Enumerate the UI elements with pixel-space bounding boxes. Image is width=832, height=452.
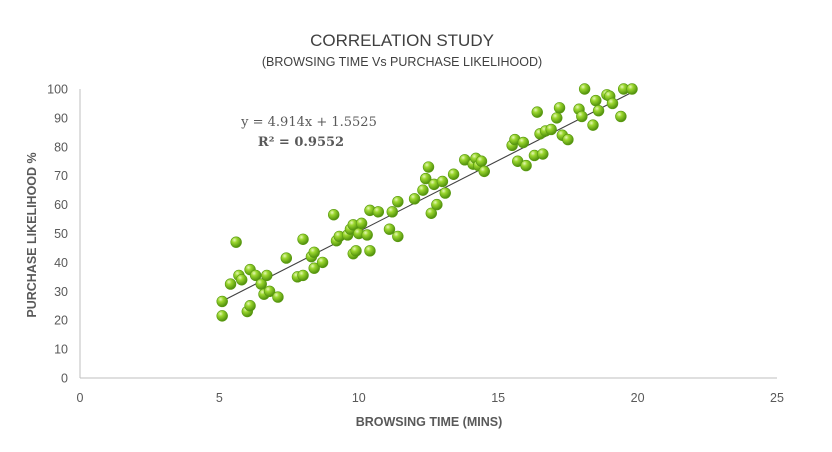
data-point xyxy=(308,246,320,258)
x-tick-label: 0 xyxy=(77,391,84,405)
data-point xyxy=(592,104,605,117)
trendline-r-squared: R² = 0.9552 xyxy=(258,135,344,150)
data-point xyxy=(272,291,284,303)
data-point xyxy=(520,159,532,172)
data-point xyxy=(280,252,293,264)
data-point xyxy=(578,83,591,95)
data-point xyxy=(408,193,421,205)
y-tick-label: 50 xyxy=(54,227,68,241)
data-point xyxy=(626,83,638,95)
data-point xyxy=(386,206,398,218)
data-point xyxy=(545,123,557,136)
y-tick-label: 60 xyxy=(54,198,68,212)
y-tick-label: 20 xyxy=(54,314,68,328)
data-point xyxy=(531,106,543,118)
x-tick-label: 25 xyxy=(770,391,784,405)
data-point xyxy=(517,136,529,149)
data-point xyxy=(475,155,488,167)
y-tick-label: 70 xyxy=(54,169,68,183)
data-point xyxy=(392,196,404,208)
data-point xyxy=(615,110,627,123)
data-point xyxy=(576,110,588,123)
data-point xyxy=(537,148,549,160)
data-point xyxy=(422,161,435,173)
data-point xyxy=(236,274,248,286)
data-point xyxy=(263,285,276,297)
axes xyxy=(79,89,777,379)
y-axis-ticks: 0 10 20 30 40 50 60 70 80 90 100 xyxy=(47,83,68,386)
trendline-equation: y = 4.914x + 1.5525 xyxy=(240,115,377,130)
data-points xyxy=(216,83,638,322)
data-point xyxy=(420,172,432,185)
data-point xyxy=(224,278,237,290)
data-point xyxy=(436,175,449,188)
x-axis-label: BROWSING TIME (MINS) xyxy=(356,415,503,429)
chart-subtitle: (BROWSING TIME Vs PURCHASE LIKELIHOOD) xyxy=(262,55,542,69)
data-point xyxy=(439,187,451,199)
data-point xyxy=(308,262,320,274)
y-tick-label: 100 xyxy=(47,83,68,97)
data-point xyxy=(230,236,242,248)
data-point xyxy=(478,165,490,178)
data-point xyxy=(244,300,256,312)
x-tick-label: 15 xyxy=(491,391,505,405)
data-point xyxy=(361,229,373,241)
data-point xyxy=(447,168,460,180)
data-point xyxy=(606,97,619,110)
trendline xyxy=(221,90,636,302)
y-tick-label: 30 xyxy=(54,285,68,299)
y-tick-label: 10 xyxy=(54,343,68,357)
data-point xyxy=(590,94,602,107)
data-point xyxy=(553,102,566,114)
y-axis-label: PURCHASE LIKELIHOOD % xyxy=(25,152,39,317)
data-point xyxy=(216,295,228,308)
data-point xyxy=(372,206,385,218)
data-point xyxy=(355,217,368,230)
data-point xyxy=(316,256,329,269)
x-tick-label: 5 xyxy=(216,391,223,405)
data-point xyxy=(297,233,309,245)
data-point xyxy=(249,269,262,282)
data-point xyxy=(425,207,437,219)
data-point xyxy=(392,230,404,243)
data-point xyxy=(562,133,574,146)
data-point xyxy=(587,119,599,131)
x-tick-label: 20 xyxy=(631,391,645,405)
data-point xyxy=(216,310,228,322)
x-tick-label: 10 xyxy=(352,391,366,405)
y-tick-label: 90 xyxy=(54,111,68,125)
data-point xyxy=(431,198,443,211)
data-point xyxy=(328,209,340,221)
data-point xyxy=(350,245,362,257)
y-tick-label: 40 xyxy=(54,256,68,270)
y-tick-label: 0 xyxy=(61,372,68,386)
data-point xyxy=(417,184,429,196)
data-point xyxy=(364,245,376,257)
data-point xyxy=(297,269,309,282)
data-point xyxy=(261,269,273,282)
y-tick-label: 80 xyxy=(54,140,68,154)
data-point xyxy=(551,112,563,124)
data-point xyxy=(383,223,396,235)
x-axis-ticks: 0 5 10 15 20 25 xyxy=(77,391,784,405)
chart-title: CORRELATION STUDY xyxy=(310,31,494,50)
